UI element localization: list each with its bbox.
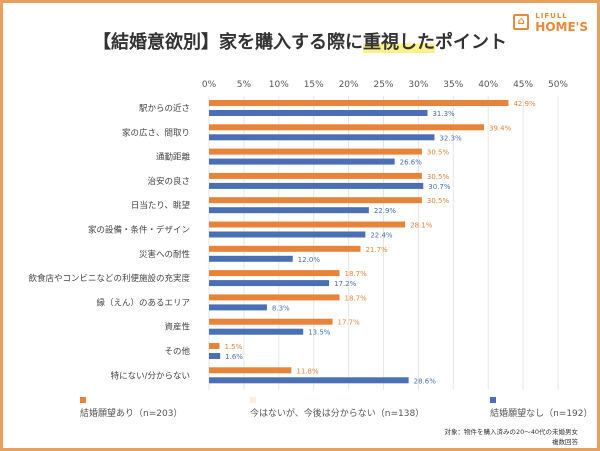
category-label: その他 xyxy=(164,346,190,357)
bar-without-desire xyxy=(209,304,267,311)
bar-with-desire xyxy=(209,148,422,155)
x-tick-label: 10% xyxy=(269,80,289,90)
x-tick-label: 30% xyxy=(408,80,428,90)
bar-with-desire xyxy=(209,343,220,349)
x-tick-label: 20% xyxy=(339,80,359,90)
bar-with-desire xyxy=(209,221,406,228)
data-label: 11.8% xyxy=(296,367,319,375)
data-label: 32.3% xyxy=(439,134,462,142)
data-label: 12.0% xyxy=(298,256,321,264)
legend-item: 結婚願望なし（n=192） xyxy=(490,396,600,419)
data-label: 31.3% xyxy=(432,110,455,118)
x-tick-label: 35% xyxy=(443,80,463,90)
data-label: 13.5% xyxy=(308,329,331,337)
data-label: 30.5% xyxy=(427,149,450,157)
bar-without-desire xyxy=(209,231,366,238)
legend-item: 結婚願望あり（n=203） xyxy=(80,396,190,419)
data-label: 26.6% xyxy=(400,159,423,167)
title-part: 【結婚意欲別】家を購入する際に xyxy=(93,32,363,53)
data-label: 8.3% xyxy=(272,304,290,312)
data-label: 30.5% xyxy=(427,173,450,181)
bar-with-desire xyxy=(209,124,485,131)
data-label: 17.7% xyxy=(338,319,361,327)
legend-swatch xyxy=(490,397,497,403)
title-part: ポイント xyxy=(435,32,507,53)
title-highlight: 重視した xyxy=(363,32,435,53)
bar-without-desire xyxy=(209,280,330,287)
x-tick-label: 25% xyxy=(373,80,393,90)
legend: 結婚願望あり（n=203） 今はないが、今後は分からない（n=138） 結婚願望… xyxy=(80,396,600,419)
data-label: 39.4% xyxy=(489,124,512,132)
category-label: 家の広さ、間取り xyxy=(122,127,190,138)
data-label: 22.9% xyxy=(374,207,397,215)
data-label: 30.7% xyxy=(428,183,451,191)
category-label: 駅からの近さ xyxy=(139,103,190,114)
data-label: 28.6% xyxy=(414,377,437,385)
lifull-homes-logo: ⌂ LIFULL HOME'S xyxy=(513,12,588,34)
bar-with-desire xyxy=(209,245,361,252)
bar-with-desire xyxy=(209,100,509,106)
legend-label: 結婚願望あり（n=203） xyxy=(80,409,183,419)
data-label: 30.5% xyxy=(427,197,450,205)
bar-without-desire xyxy=(209,328,304,335)
x-tick-label: 15% xyxy=(304,80,324,90)
legend-swatch xyxy=(249,397,256,403)
category-label: 日当たり、眺望 xyxy=(131,200,191,211)
category-label: 通勤距離 xyxy=(156,152,191,163)
category-label: 資産性 xyxy=(164,322,190,333)
logo-line2: HOME'S xyxy=(535,20,588,34)
bar-without-desire xyxy=(209,377,409,384)
logo-line1: LIFULL xyxy=(535,12,568,20)
data-label: 1.6% xyxy=(225,353,243,361)
data-label: 17.2% xyxy=(334,280,357,288)
bar-without-desire xyxy=(209,158,395,165)
category-label: 家の設備・条件・デザイン xyxy=(88,225,190,236)
footnote: 対象：物件を購入済みの20～40代の未婚男女 複数回答 xyxy=(444,427,578,447)
x-tick-label: 0% xyxy=(202,80,217,90)
bar-without-desire xyxy=(209,207,369,214)
bar-with-desire xyxy=(209,367,292,374)
bar-with-desire xyxy=(209,270,340,277)
data-label: 18.7% xyxy=(345,294,368,302)
category-label: 縁（えん）のあるエリア xyxy=(96,297,190,308)
bar-with-desire xyxy=(209,318,333,325)
bar-without-desire xyxy=(209,353,221,359)
x-tick-label: 40% xyxy=(478,80,498,90)
data-label: 22.4% xyxy=(370,232,393,240)
legend-label: 今はないが、今後は分からない（n=138） xyxy=(249,409,425,419)
data-label: 1.5% xyxy=(224,343,242,351)
category-label: 災害への耐性 xyxy=(139,249,191,260)
category-label: 飲食店やコンビニなどの利便施設の充実度 xyxy=(28,273,190,284)
category-label: 治安の良さ xyxy=(147,176,190,187)
bar-with-desire xyxy=(209,294,340,301)
footnote-subject: 対象：物件を購入済みの20～40代の未婚男女 xyxy=(444,428,578,436)
data-label: 18.7% xyxy=(345,270,368,278)
bar-with-desire xyxy=(209,172,422,179)
bar-without-desire xyxy=(209,110,428,116)
category-label: 特にない/分からない xyxy=(111,370,190,381)
legend-item: 今はないが、今後は分からない（n=138） xyxy=(249,396,430,419)
footnote-multiple: 複数回答 xyxy=(552,438,578,446)
legend-swatch xyxy=(80,397,86,403)
data-label: 28.1% xyxy=(410,222,433,230)
data-label: 42.9% xyxy=(513,100,536,108)
house-icon: ⌂ xyxy=(513,14,530,30)
bar-without-desire xyxy=(209,255,293,262)
bar-without-desire xyxy=(209,134,435,141)
chart-title: 【結婚意欲別】家を購入する際に重視したポイント xyxy=(0,28,600,54)
legend-label: 結婚願望なし（n=192） xyxy=(490,409,593,419)
data-label: 21.7% xyxy=(365,246,388,254)
bar-without-desire xyxy=(209,182,424,189)
x-tick-label: 5% xyxy=(237,80,252,90)
bar-with-desire xyxy=(209,197,422,204)
x-tick-label: 45% xyxy=(513,80,533,90)
x-tick-label: 50% xyxy=(548,80,568,90)
